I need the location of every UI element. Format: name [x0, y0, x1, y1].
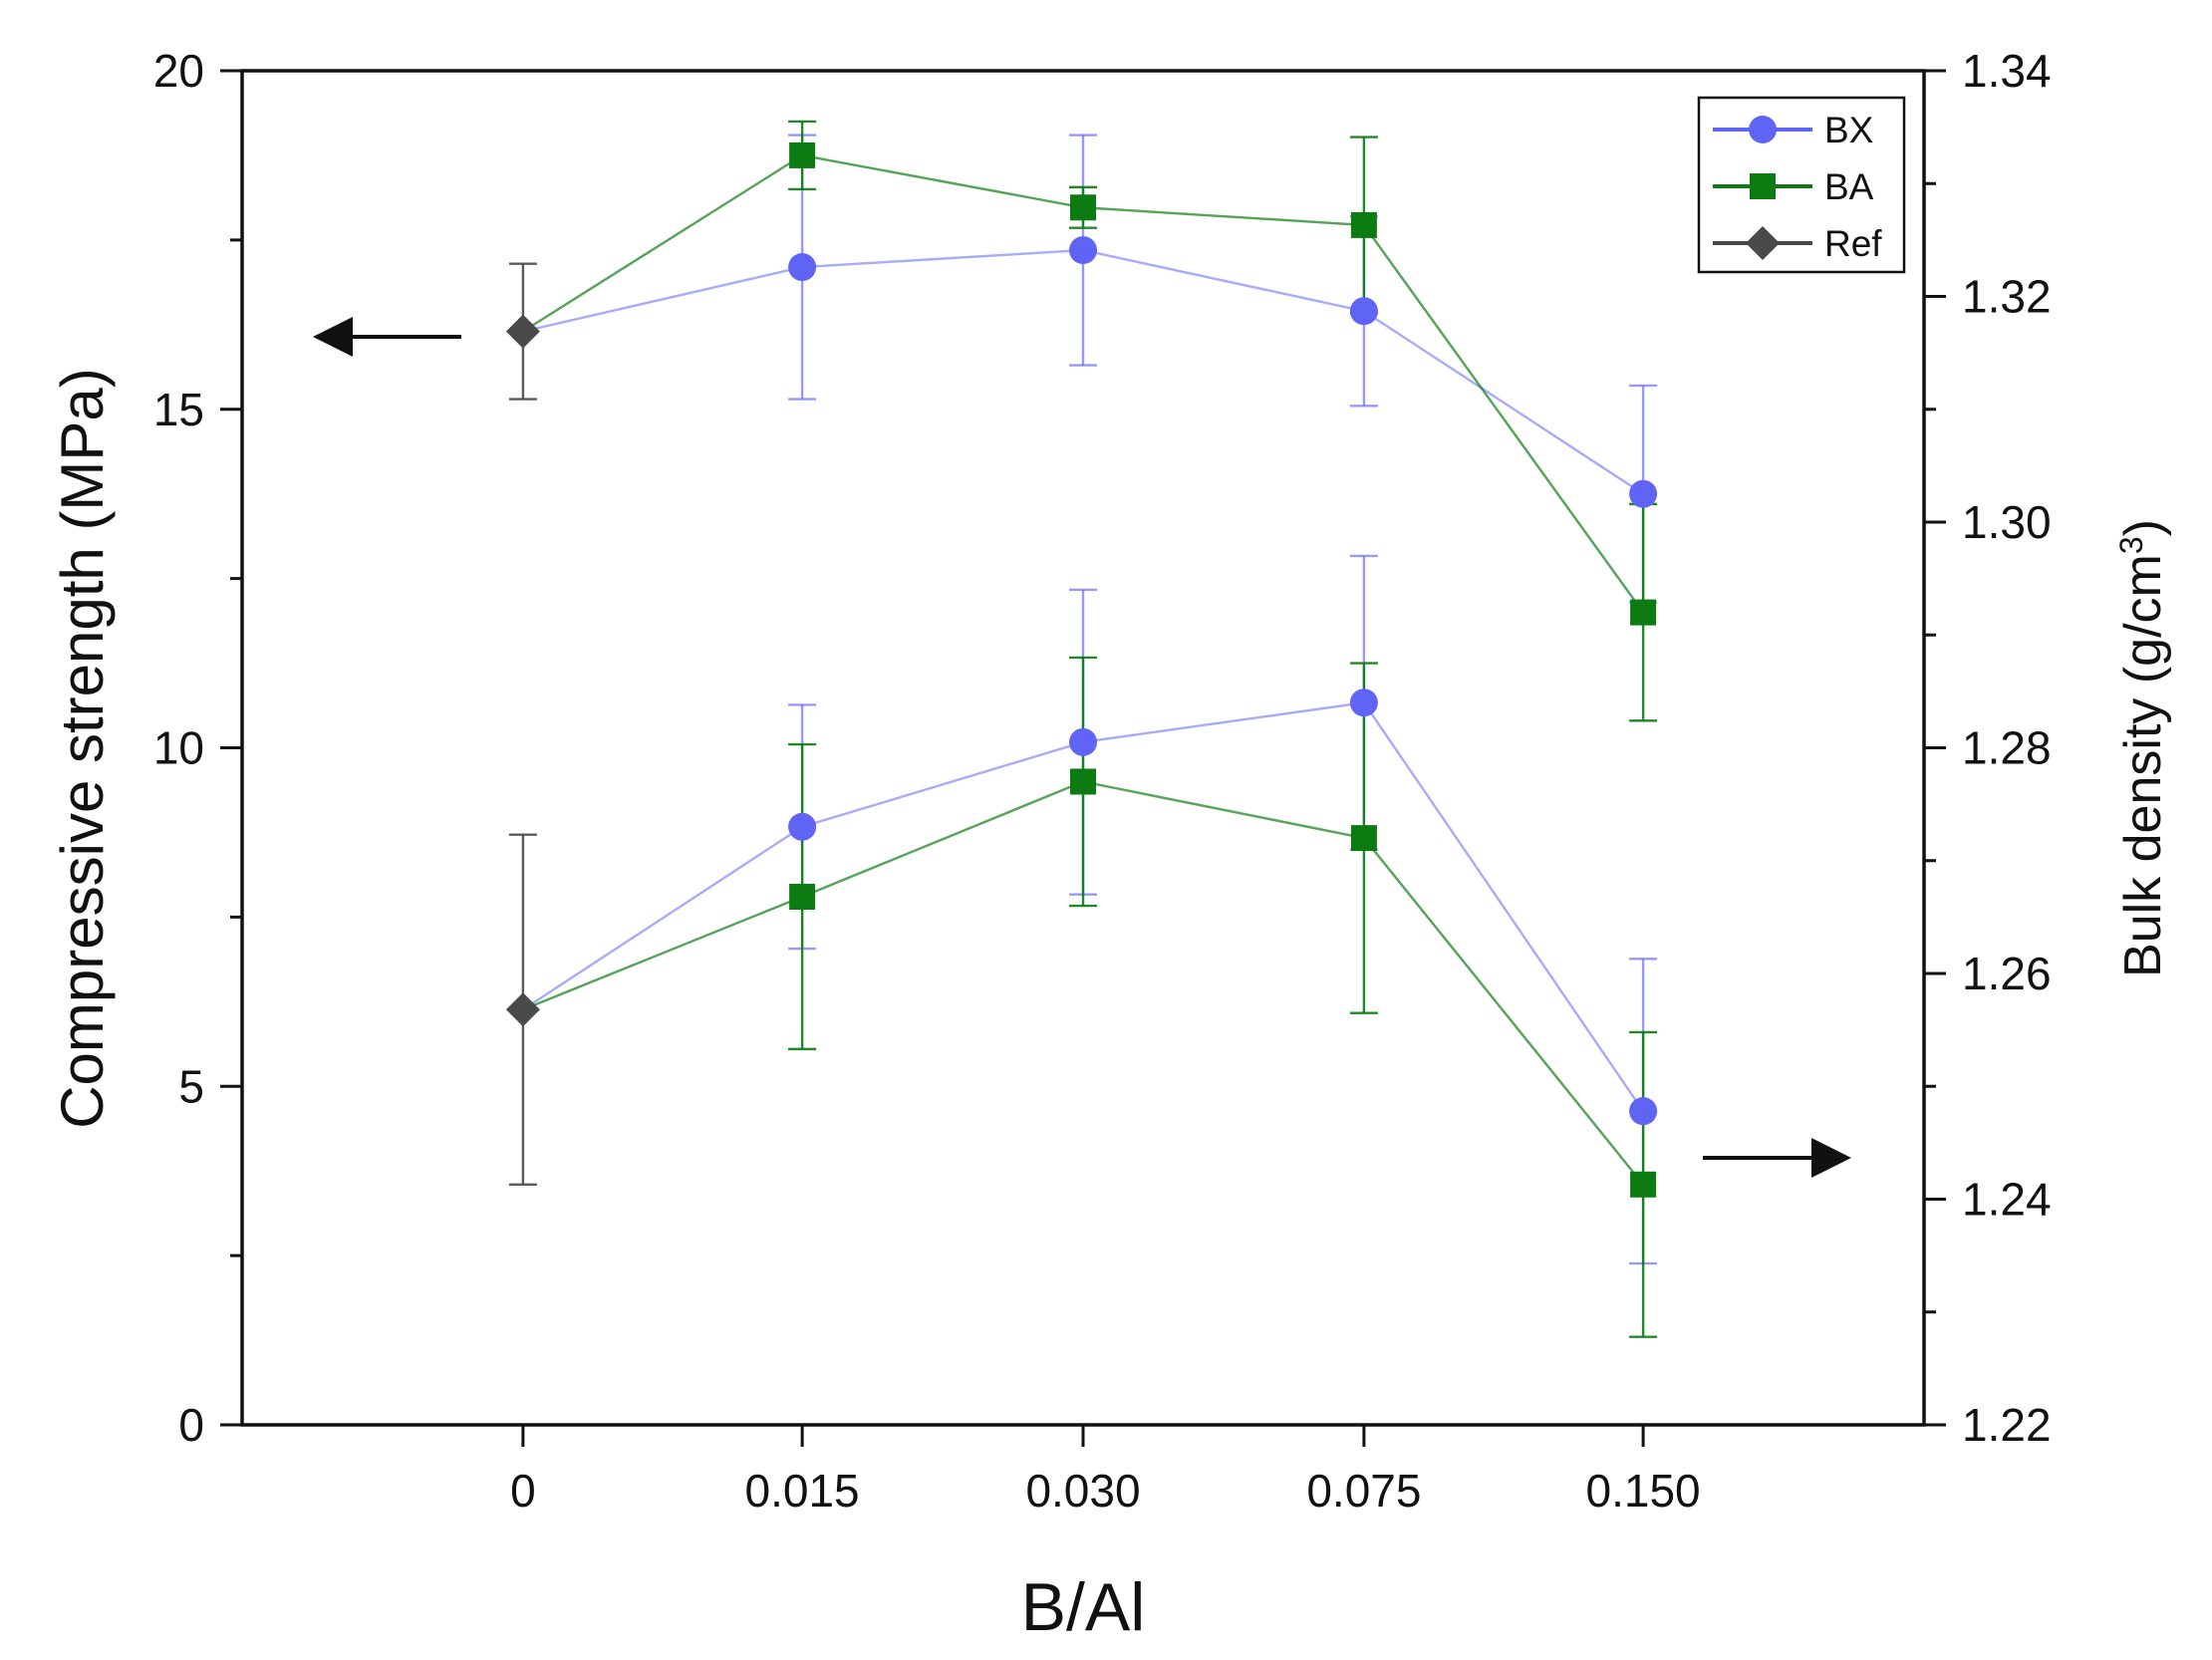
right-y-tick-label: 1.22	[1962, 1399, 2052, 1451]
legend-label-ba: BA	[1824, 166, 1874, 207]
data-point-ba-compressive_strength	[1070, 194, 1096, 221]
right-y-axis-title-main: Bulk density (g/cm	[2114, 554, 2172, 977]
right-y-axis-title: Bulk density (g/cm3)	[2113, 519, 2172, 977]
right-y-tick-label: 1.28	[1962, 722, 2052, 774]
data-point-bx-bulk_density	[1349, 689, 1378, 717]
left-y-tick-label: 0	[178, 1399, 204, 1451]
left-y-tick-label: 15	[153, 384, 204, 435]
data-point-bx-compressive_strength	[1629, 479, 1658, 508]
right-y-tick-label: 1.34	[1962, 45, 2052, 97]
left-y-tick-label: 10	[153, 722, 204, 774]
legend-label-ref: Ref	[1824, 223, 1882, 264]
right-y-axis-title-close: )	[2114, 519, 2172, 536]
right-y-axis-title-superscript: 3	[2113, 536, 2149, 554]
right-y-tick-label: 1.30	[1962, 496, 2052, 548]
x-tick-label: 0.075	[1306, 1465, 1421, 1517]
data-point-ba-bulk_density	[1350, 825, 1377, 852]
data-point-ref-compressive_strength	[505, 314, 540, 349]
data-point-bx-compressive_strength	[1069, 236, 1097, 265]
left-y-tick-label: 5	[178, 1060, 204, 1112]
left-y-tick-label: 20	[153, 45, 204, 97]
data-point-bx-bulk_density	[1069, 727, 1097, 756]
data-point-bx-compressive_strength	[788, 253, 817, 282]
x-tick-label: 0	[510, 1465, 536, 1517]
data-point-bx-bulk_density	[1629, 1097, 1658, 1126]
legend-marker-bx	[1749, 116, 1777, 143]
x-axis-title: B/Al	[1021, 1569, 1146, 1645]
x-tick-label: 0.150	[1586, 1465, 1701, 1517]
right-y-tick-label: 1.24	[1962, 1174, 2052, 1226]
data-point-bx-bulk_density	[788, 812, 817, 841]
data-point-ba-bulk_density	[1070, 768, 1096, 795]
x-tick-label: 0.030	[1025, 1465, 1140, 1517]
data-point-bx-compressive_strength	[1349, 297, 1378, 326]
data-point-ba-bulk_density	[1630, 1171, 1657, 1198]
data-point-ba-compressive_strength	[1350, 211, 1377, 238]
legend-marker-ba	[1750, 173, 1776, 199]
legend-label-bx: BX	[1824, 110, 1873, 150]
left-y-axis-title: Compressive strength (MPa)	[49, 368, 116, 1129]
right-y-tick-label: 1.32	[1962, 271, 2052, 323]
right-y-tick-label: 1.26	[1962, 948, 2052, 999]
data-point-ba-compressive_strength	[789, 141, 816, 168]
data-point-ba-compressive_strength	[1630, 599, 1657, 626]
data-point-ba-bulk_density	[789, 883, 816, 910]
x-tick-label: 0.015	[745, 1465, 860, 1517]
data-point-ref-bulk_density	[505, 992, 540, 1027]
legend-marker-ref	[1746, 226, 1780, 260]
